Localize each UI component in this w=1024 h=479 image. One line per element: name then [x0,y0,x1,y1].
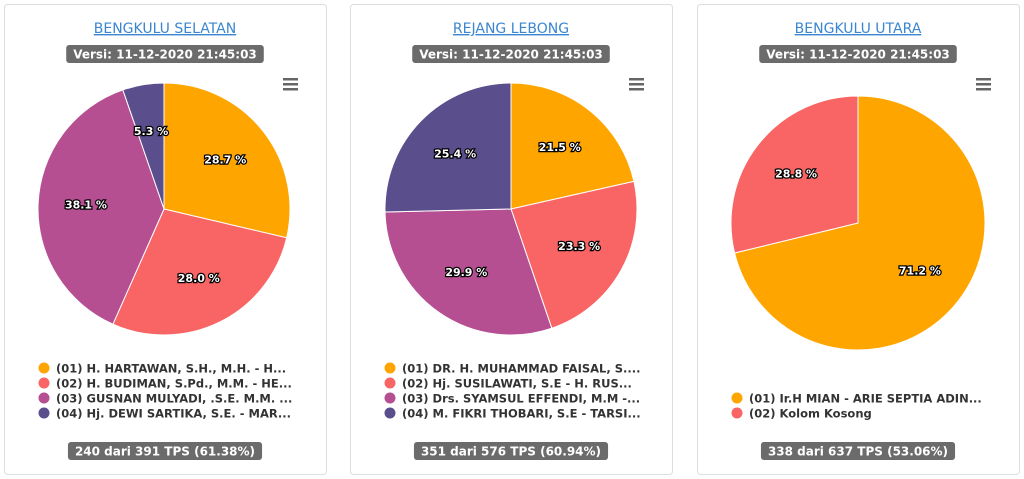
menu-button[interactable] [629,78,644,91]
pie-slice[interactable] [112,208,288,336]
legend-marker[interactable] [731,392,743,404]
legend-label[interactable]: (02) H. BUDIMAN, S.Pd., M.M. - HE... [56,377,292,391]
legend-marker[interactable] [38,362,50,374]
chart-title[interactable]: BENGKULU UTARA [795,21,922,37]
slice-label: 29.9 % [445,266,487,279]
subtitle: Versi: 11-12-2020 21:45:03 [766,48,950,62]
footer-bg [413,442,609,460]
legend-marker[interactable] [384,392,396,404]
menu-button[interactable] [976,78,991,91]
subtitle: Versi: 11-12-2020 21:45:03 [419,48,603,62]
legend-marker[interactable] [38,392,50,404]
chart-title[interactable]: BENGKULU SELATAN [94,21,236,37]
subtitle-bg [66,45,264,63]
legend-label[interactable]: (02) Hj. SUSILAWATI, S.E - H. RUS... [402,377,632,391]
menu-bar [976,78,991,81]
legend-label[interactable]: (01) H. HARTAWAN, S.H., M.H. - H... [56,362,286,376]
legend-label[interactable]: (01) DR. H. MUHAMMAD FAISAL, S.... [402,362,641,376]
legend-marker[interactable] [38,377,50,389]
pie-slice[interactable] [122,82,165,210]
pie-slice[interactable] [384,82,512,213]
slice-label: 25.4 % [434,147,476,160]
slice-label: 38.1 % [65,199,107,212]
footer-bg [760,442,956,460]
slice-label: 5.3 % [134,125,168,138]
subtitle: Versi: 11-12-2020 21:45:03 [73,48,257,62]
legend-marker[interactable] [731,407,743,419]
menu-bar [976,83,991,86]
legend-marker[interactable] [384,407,396,419]
legend-label[interactable]: (03) GUSNAN MULYADI, .S.E. M.M. ... [56,392,292,406]
pie-slice[interactable] [384,208,553,336]
menu-bar [629,83,644,86]
legend-label[interactable]: (02) Kolom Kosong [749,407,872,421]
slice-label: 23.3 % [558,240,600,253]
legend-marker[interactable] [384,377,396,389]
pie-slice[interactable] [733,95,986,351]
footer: 351 dari 576 TPS (60.94%) [421,445,601,459]
slice-label: 28.8 % [775,167,817,180]
legend-label[interactable]: (01) Ir.H MIAN - ARIE SEPTIA ADIN... [749,392,982,406]
subtitle-bg [759,45,957,63]
footer: 240 dari 391 TPS (61.38%) [75,445,255,459]
menu-bar [283,83,298,86]
subtitle-bg [412,45,610,63]
menu-bar [629,88,644,91]
menu-bar [283,78,298,81]
menu-bar [629,78,644,81]
pie-slice[interactable] [510,82,635,210]
slice-label: 21.5 % [539,141,581,154]
legend-marker[interactable] [38,407,50,419]
pie-slice[interactable] [510,180,638,329]
legend-label[interactable]: (03) Drs. SYAMSUL EFFENDI, M.M -... [402,392,640,406]
legend-label[interactable]: (04) Hj. DEWI SARTIKA, S.E. - MAR... [56,407,291,421]
legend-label[interactable]: (04) M. FIKRI THOBARI, S.E - TARSI... [402,407,641,421]
slice-label: 28.7 % [204,153,246,166]
pie-slice[interactable] [163,82,291,239]
menu-bar [976,88,991,91]
slice-label: 71.2 % [899,265,941,278]
footer-bg [67,442,263,460]
footer: 338 dari 637 TPS (53.06%) [768,445,948,459]
chart-title[interactable]: REJANG LEBONG [453,21,569,37]
pie-slice[interactable] [730,95,859,254]
menu-bar [283,88,298,91]
pie-slice[interactable] [37,89,165,325]
legend-marker[interactable] [384,362,396,374]
menu-button[interactable] [283,78,298,91]
slice-label: 28.0 % [178,272,220,285]
